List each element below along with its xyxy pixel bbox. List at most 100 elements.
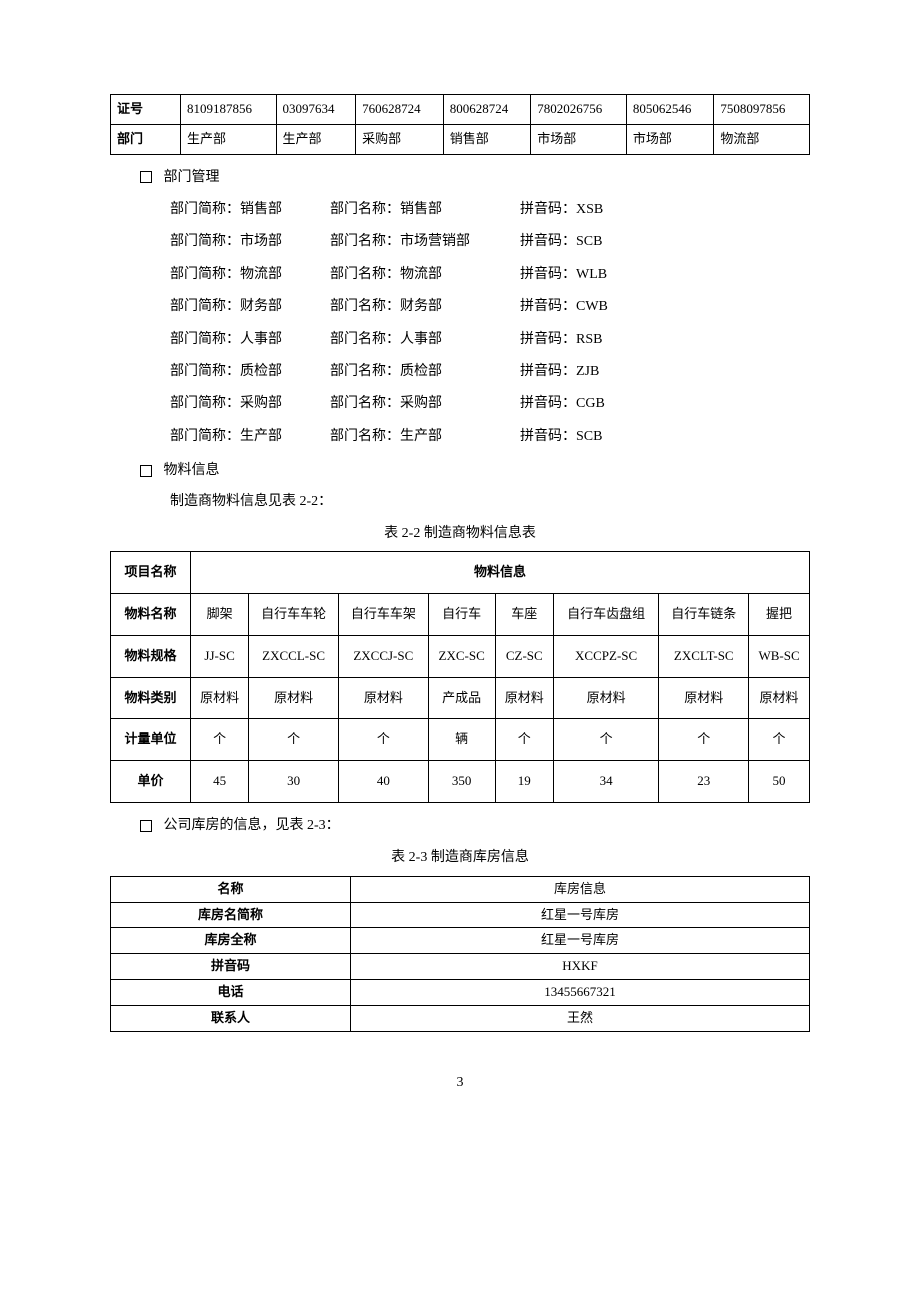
cell: 个 [749,719,810,761]
table-row: 证号 8109187856 03097634 760628724 8006287… [111,95,810,125]
label: 拼音码： [520,234,576,249]
cell: 采购部 [356,124,444,154]
value: 销售部 [240,202,282,217]
label: 部门名称： [330,396,400,411]
cell: 30 [249,761,339,803]
table3-caption: 表 2-3 制造商库房信息 [110,847,810,869]
row-header: 库房名简称 [111,902,351,928]
value: 市场部 [240,234,282,249]
section-title-text: 公司库房的信息，见表 2-3： [164,818,340,833]
cell: 8109187856 [181,95,277,125]
label: 拼音码： [520,299,576,314]
value: ZJB [576,364,599,379]
row-header: 电话 [111,980,351,1006]
cell: HXKF [351,954,810,980]
cell: 红星一号库房 [351,902,810,928]
value: CGB [576,396,605,411]
table-row: 物料名称 脚架 自行车车轮 自行车车架 自行车 车座 自行车齿盘组 自行车链条 … [111,594,810,636]
cell: 34 [553,761,659,803]
cell: 23 [659,761,749,803]
cell: 原材料 [749,677,810,719]
value: 财务部 [400,299,442,314]
cell: 原材料 [495,677,553,719]
cell: 市场部 [626,124,714,154]
bullet-icon [140,171,152,183]
cell: 原材料 [249,677,339,719]
row-header: 计量单位 [111,719,191,761]
material-note: 制造商物料信息见表 2-2： [170,491,810,513]
cell: 生产部 [276,124,356,154]
table-row: 计量单位 个 个 个 辆 个 个 个 个 [111,719,810,761]
value: 财务部 [240,299,282,314]
value: 采购部 [400,396,442,411]
table-row: 拼音码 HXKF [111,954,810,980]
dept-row: 部门简称：销售部 部门名称：销售部 拼音码：XSB [170,199,810,221]
cell: 车座 [495,594,553,636]
cell: 03097634 [276,95,356,125]
dept-row: 部门简称：市场部 部门名称：市场营销部 拼音码：SCB [170,231,810,253]
cell: 原材料 [659,677,749,719]
cell: 原材料 [191,677,249,719]
table-row: 库房名简称 红星一号库房 [111,902,810,928]
value: SCB [576,429,602,444]
label: 部门名称： [330,202,400,217]
row-header-dept: 部门 [111,124,181,154]
value: RSB [576,332,602,347]
cell: 红星一号库房 [351,928,810,954]
label: 拼音码： [520,396,576,411]
dept-row: 部门简称：人事部 部门名称：人事部 拼音码：RSB [170,329,810,351]
label: 部门名称： [330,364,400,379]
label: 部门名称： [330,332,400,347]
cell: 760628724 [356,95,444,125]
table-row: 库房全称 红星一号库房 [111,928,810,954]
cell: 产成品 [428,677,495,719]
cell: 个 [495,719,553,761]
value: SCB [576,234,602,249]
label: 拼音码： [520,429,576,444]
cell: 个 [659,719,749,761]
dept-row: 部门简称：财务部 部门名称：财务部 拼音码：CWB [170,296,810,318]
value: WLB [576,267,607,282]
row-header: 联系人 [111,1005,351,1031]
dept-row: 部门简称：采购部 部门名称：采购部 拼音码：CGB [170,393,810,415]
cell: XCCPZ-SC [553,635,659,677]
label: 拼音码： [520,332,576,347]
cell: 自行车 [428,594,495,636]
row-header-id: 证号 [111,95,181,125]
cell: 45 [191,761,249,803]
cell: 350 [428,761,495,803]
section-title-text: 部门管理 [164,170,220,185]
table-row: 物料规格 JJ-SC ZXCCL-SC ZXCCJ-SC ZXC-SC CZ-S… [111,635,810,677]
cell: 自行车车架 [338,594,428,636]
value: 销售部 [400,202,442,217]
bullet-icon [140,820,152,832]
table-row: 名称 库房信息 [111,876,810,902]
cell: 原材料 [338,677,428,719]
value: 市场营销部 [400,234,470,249]
dept-row: 部门简称：生产部 部门名称：生产部 拼音码：SCB [170,426,810,448]
label: 部门简称： [170,429,240,444]
table-row: 部门 生产部 生产部 采购部 销售部 市场部 市场部 物流部 [111,124,810,154]
value: 采购部 [240,396,282,411]
section-dept-management: 部门管理 [140,167,810,189]
page-number: 3 [110,1072,810,1094]
cell: ZXC-SC [428,635,495,677]
cell: 个 [553,719,659,761]
cell: 7508097856 [714,95,810,125]
cell: 销售部 [443,124,531,154]
header-material-info: 物料信息 [191,552,810,594]
cell: 19 [495,761,553,803]
cell: 7802026756 [531,95,627,125]
cell: 个 [191,719,249,761]
header-project-name: 项目名称 [111,552,191,594]
warehouse-info-table: 名称 库房信息 库房名简称 红星一号库房 库房全称 红星一号库房 拼音码 HXK… [110,876,810,1032]
row-header: 单价 [111,761,191,803]
value: 生产部 [400,429,442,444]
cell: 个 [338,719,428,761]
value: CWB [576,299,608,314]
row-header: 物料规格 [111,635,191,677]
label: 拼音码： [520,267,576,282]
value: 质检部 [400,364,442,379]
cell: 自行车链条 [659,594,749,636]
cell: ZXCLT-SC [659,635,749,677]
